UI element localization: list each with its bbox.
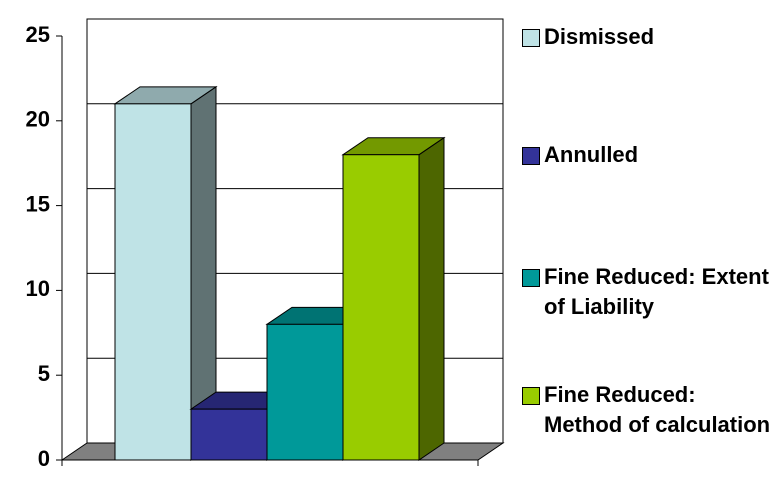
bar bbox=[342, 154, 420, 461]
bar bbox=[114, 103, 192, 461]
plot: 0 5 10 15 20 25 bbox=[26, 18, 505, 471]
bar bbox=[190, 408, 268, 461]
legend-swatch bbox=[522, 147, 540, 165]
y-tick-label: 20 bbox=[26, 107, 50, 132]
legend-label: Fine Reduced: Extent of Liability bbox=[544, 264, 769, 319]
legend-label: Fine Reduced: Method of calculation bbox=[544, 382, 771, 437]
legend-label: Annulled bbox=[544, 142, 639, 167]
y-tick-label: 15 bbox=[26, 191, 50, 216]
legend-swatch bbox=[522, 387, 540, 405]
y-tick-label: 25 bbox=[26, 22, 50, 47]
legend: Dismissed Annulled Fine Reduced: Extent of… bbox=[520, 0, 775, 480]
y-tick-label: 5 bbox=[38, 361, 50, 386]
legend-item: Fine Reduced: Extent of Liability bbox=[520, 262, 775, 322]
bar-side bbox=[418, 136, 445, 461]
bar bbox=[266, 323, 344, 461]
legend-label: Dismissed bbox=[544, 24, 655, 49]
y-tick-label: 10 bbox=[26, 276, 50, 301]
legend-item: Dismissed bbox=[520, 22, 775, 52]
legend-item: Fine Reduced: Method of calculation bbox=[520, 380, 775, 440]
legend-swatch bbox=[522, 269, 540, 287]
legend-swatch bbox=[522, 29, 540, 47]
y-tick-label: 0 bbox=[38, 446, 50, 471]
legend-item: Annulled bbox=[520, 140, 775, 170]
